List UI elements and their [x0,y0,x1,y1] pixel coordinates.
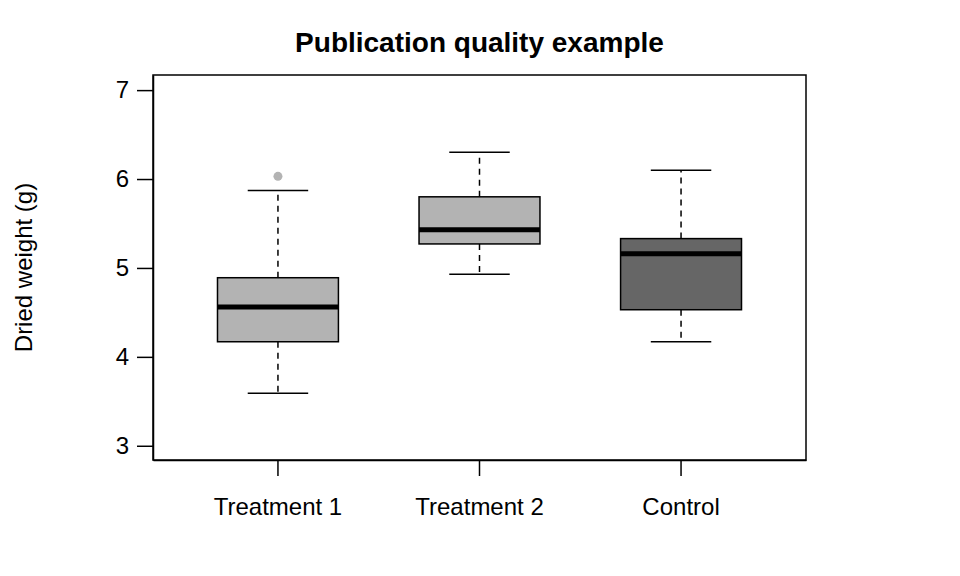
y-tick: 5 [116,254,153,281]
y-tick-label: 4 [116,343,129,370]
y-tick: 7 [116,76,153,103]
y-tick: 6 [116,165,153,192]
lower-whisker [479,244,481,274]
median [217,305,338,310]
y-axis-title: Dried weight (g) [10,183,37,352]
lower-cap [449,273,509,275]
plot-area [217,152,741,393]
upper-whisker [277,191,279,278]
y-tick-label: 5 [116,254,129,281]
median [419,227,540,232]
lower-whisker [680,310,682,342]
y-tick-mark [137,179,153,181]
box [419,152,540,274]
plot-frame [153,75,806,460]
x-tick-mark [277,460,279,476]
upper-cap [651,169,711,171]
box [621,170,742,342]
y-tick-mark [137,446,153,448]
x-tick: Treatment 2 [415,460,544,520]
lower-whisker [277,342,279,394]
x-tick-label: Treatment 1 [214,493,343,520]
upper-whisker [680,170,682,238]
y-tick-label: 3 [116,432,129,459]
box-body [621,239,742,310]
x-tick-label: Control [642,493,719,520]
x-tick: Treatment 1 [214,460,343,520]
upper-whisker [479,152,481,196]
y-tick-mark [137,90,153,92]
y-tick-mark [137,268,153,270]
median [621,251,742,256]
x-axis: Treatment 1 Treatment 2 Control [154,460,807,520]
x-tick-mark [479,460,481,476]
y-tick: 4 [116,343,153,370]
lower-cap [248,393,308,395]
x-tick: Control [642,460,719,520]
lower-cap [651,341,711,343]
y-tick-label: 6 [116,165,129,192]
y-tick: 3 [116,432,153,459]
upper-cap [449,152,509,154]
box-body [419,197,540,244]
x-tick-mark [680,460,682,476]
x-tick-label: Treatment 2 [415,493,544,520]
chart: Publication quality example Dried weight … [0,0,960,576]
outlier [273,172,282,181]
box [217,172,338,393]
y-axis: 3 4 5 6 7 [116,76,154,461]
y-tick-mark [137,357,153,359]
y-tick-label: 7 [116,76,129,103]
box-body [217,278,338,342]
upper-cap [248,190,308,192]
title: Publication quality example [295,27,664,58]
